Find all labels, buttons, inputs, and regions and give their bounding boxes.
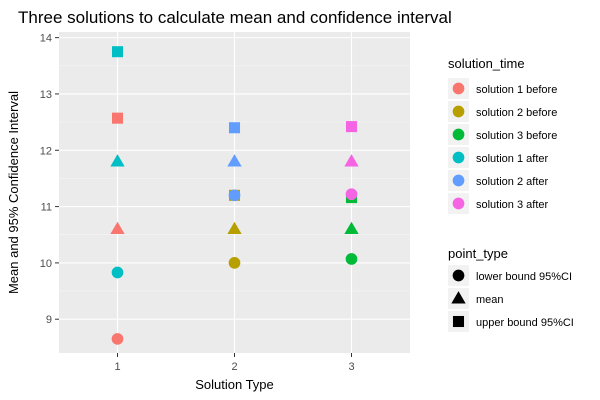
data-points xyxy=(110,46,359,345)
y-tick-label: 9 xyxy=(46,314,52,326)
y-axis-title: Mean and 95% Confidence Interval xyxy=(6,91,21,294)
data-point-circle xyxy=(228,189,241,202)
legend-label: upper bound 95%CI xyxy=(476,317,574,329)
legend-label: mean xyxy=(476,294,504,306)
y-tick-label: 11 xyxy=(41,202,52,214)
data-point-square xyxy=(228,122,241,134)
legend-label: solution 2 after xyxy=(476,176,548,188)
legend-label: solution 1 before xyxy=(476,84,557,96)
x-tick-label: 1 xyxy=(114,361,120,373)
legend-label: solution 3 after xyxy=(476,199,548,211)
chart-title: Three solutions to calculate mean and co… xyxy=(18,8,452,27)
y-tick-label: 10 xyxy=(40,258,52,270)
legend-key-2 xyxy=(452,105,465,118)
data-point-triangle xyxy=(110,221,125,235)
data-point-square xyxy=(345,121,358,133)
data-point-circle xyxy=(111,266,124,279)
y-tick-label: 13 xyxy=(40,89,52,101)
legend-key-3 xyxy=(452,128,465,141)
y-tick-label: 14 xyxy=(40,33,52,45)
data-point-circle xyxy=(345,253,358,265)
legend-label: solution 2 before xyxy=(476,107,557,119)
data-point-circle xyxy=(111,333,124,345)
y-axis: 9 10 11 12 13 14 xyxy=(40,33,59,326)
data-point-circle xyxy=(345,188,358,201)
x-tick-label: 3 xyxy=(348,361,354,373)
legend-label: solution 3 before xyxy=(476,130,557,142)
legend-key-5 xyxy=(452,174,465,187)
data-point-triangle xyxy=(344,154,359,167)
data-point-triangle xyxy=(344,221,359,235)
legend-shape-circle xyxy=(452,269,465,282)
legend-label: lower bound 95%CI xyxy=(476,271,572,283)
legend-key-1 xyxy=(452,82,465,95)
x-axis-title: Solution Type xyxy=(195,377,274,392)
shape-legend-title: point_type xyxy=(448,246,508,261)
legend-label: solution 1 after xyxy=(476,153,548,165)
legend: solution_time solution 1 before solution 2… xyxy=(448,56,574,332)
x-tick-label: 2 xyxy=(231,361,237,373)
data-point-triangle xyxy=(227,221,242,235)
legend-key-6 xyxy=(452,197,465,210)
y-tick-label: 12 xyxy=(40,145,52,157)
data-point-square xyxy=(111,46,124,58)
data-point-square xyxy=(111,112,124,124)
legend-shape-square xyxy=(452,315,465,328)
legend-shape-triangle xyxy=(451,291,466,304)
data-point-triangle xyxy=(110,154,125,167)
legend-key-4 xyxy=(452,151,465,164)
data-point-circle xyxy=(228,257,241,269)
data-point-triangle xyxy=(227,154,242,167)
color-legend-title: solution_time xyxy=(448,56,525,71)
x-axis: 1 2 3 xyxy=(114,353,355,373)
